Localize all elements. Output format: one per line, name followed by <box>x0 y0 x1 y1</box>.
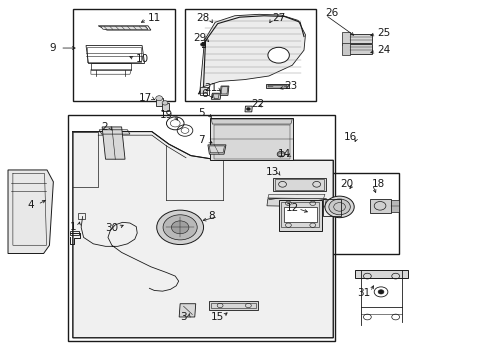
Polygon shape <box>347 44 371 54</box>
Bar <box>73 9 175 101</box>
Text: 19: 19 <box>160 110 173 120</box>
Polygon shape <box>211 119 292 124</box>
Text: 15: 15 <box>210 312 224 322</box>
Polygon shape <box>220 86 228 95</box>
Text: 17: 17 <box>138 93 151 103</box>
Text: 1: 1 <box>69 222 76 232</box>
Text: 9: 9 <box>49 43 56 53</box>
Circle shape <box>377 290 383 294</box>
Text: 20: 20 <box>340 179 353 189</box>
Polygon shape <box>211 93 221 99</box>
Bar <box>265 193 328 267</box>
Polygon shape <box>161 103 168 111</box>
Text: 12: 12 <box>285 203 298 213</box>
Text: 27: 27 <box>271 13 285 23</box>
Circle shape <box>246 108 250 111</box>
Text: 11: 11 <box>147 13 161 23</box>
Polygon shape <box>209 301 258 310</box>
Polygon shape <box>207 145 225 154</box>
Polygon shape <box>369 199 390 213</box>
Polygon shape <box>244 106 252 112</box>
Bar <box>184 9 315 101</box>
Circle shape <box>325 196 353 218</box>
Polygon shape <box>272 178 326 192</box>
Text: 16: 16 <box>344 132 357 142</box>
Polygon shape <box>390 200 398 212</box>
Text: 21: 21 <box>204 83 218 93</box>
Polygon shape <box>214 125 290 159</box>
Text: 2: 2 <box>101 122 107 132</box>
Circle shape <box>162 101 167 105</box>
Text: 25: 25 <box>376 28 389 38</box>
Circle shape <box>171 221 188 234</box>
Polygon shape <box>8 170 53 253</box>
Polygon shape <box>267 85 287 87</box>
Circle shape <box>267 47 289 63</box>
Polygon shape <box>73 132 332 338</box>
Text: 29: 29 <box>193 33 206 43</box>
Polygon shape <box>210 118 293 160</box>
Bar <box>316 173 398 253</box>
Text: 18: 18 <box>371 179 385 189</box>
Polygon shape <box>156 98 162 107</box>
Text: 23: 23 <box>284 81 297 91</box>
Polygon shape <box>200 87 208 93</box>
Circle shape <box>200 42 205 46</box>
Bar <box>68 116 334 341</box>
Text: 30: 30 <box>105 224 118 233</box>
Circle shape <box>328 199 349 215</box>
Polygon shape <box>102 127 125 159</box>
Polygon shape <box>179 304 195 317</box>
Text: 5: 5 <box>198 108 204 118</box>
Text: 14: 14 <box>277 149 290 159</box>
Text: 28: 28 <box>196 13 209 23</box>
Polygon shape <box>267 194 325 199</box>
Circle shape <box>277 151 285 157</box>
Text: 3: 3 <box>180 312 186 322</box>
Text: 10: 10 <box>135 54 148 64</box>
Polygon shape <box>354 270 407 278</box>
Text: 26: 26 <box>325 8 338 18</box>
Text: 8: 8 <box>207 211 214 221</box>
Polygon shape <box>266 199 326 207</box>
Text: 22: 22 <box>251 99 264 109</box>
Text: 7: 7 <box>198 135 204 145</box>
Circle shape <box>156 96 162 101</box>
Polygon shape <box>341 43 349 55</box>
Bar <box>322 199 340 216</box>
Polygon shape <box>278 200 321 231</box>
Circle shape <box>157 210 203 244</box>
Text: 4: 4 <box>27 200 34 210</box>
Text: 31: 31 <box>357 288 370 298</box>
Polygon shape <box>101 27 148 30</box>
Polygon shape <box>198 14 305 94</box>
Polygon shape <box>283 207 316 222</box>
Text: 13: 13 <box>265 167 279 177</box>
Text: 24: 24 <box>376 45 389 55</box>
Text: 6: 6 <box>201 89 207 99</box>
Circle shape <box>163 215 197 240</box>
Polygon shape <box>341 32 349 45</box>
Polygon shape <box>347 35 371 43</box>
Polygon shape <box>266 84 289 88</box>
